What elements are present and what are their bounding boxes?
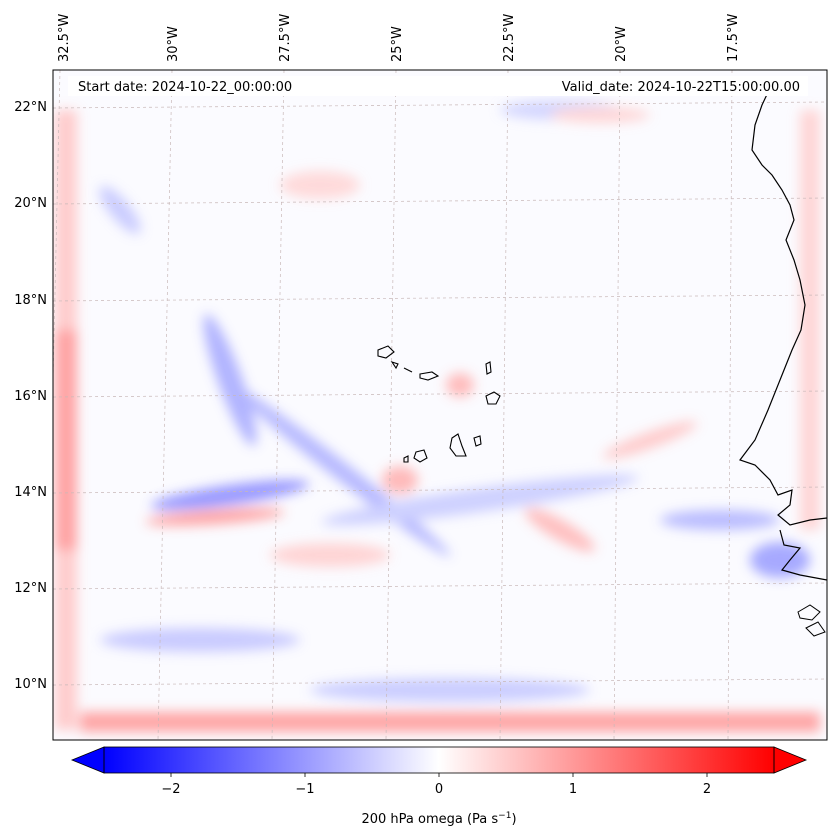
cbar-label-minus2: −2 [161,782,180,797]
south-boundary-red-band [80,712,820,732]
brava-island [403,455,409,463]
blue-streak [99,186,141,234]
maio-island [473,435,482,447]
santo-antao-island [377,345,395,359]
red-streak [446,373,474,397]
blue-streak [660,510,780,530]
colorbar-gradient [104,747,774,773]
colorbar-title-close: ) [511,812,516,827]
graticule [53,70,827,740]
red-streak [602,421,698,459]
colorbar: −2 −1 0 1 2 200 hPa omega (Pa s−1) [70,746,808,827]
santa-luzia-island [403,367,413,373]
omega-field [55,100,820,732]
lat-label-10n: 10°N [14,677,47,692]
meridian-20w [613,70,621,740]
lon-label-22-5w: 22.5°W [502,14,517,62]
colorbar-title-main: 200 hPa omega (Pa s [361,812,498,827]
east-boundary-red-band [800,110,820,530]
africa-coastline [739,87,827,526]
lon-label-17-5w: 17.5°W [726,14,741,62]
blue-streak [310,678,590,702]
blue-streak [203,314,257,446]
sao-nicolau-island [419,371,440,381]
sal-island [485,361,492,375]
red-streak [525,508,595,552]
meridian-25w [385,70,397,740]
longitude-labels: 32.5°W 30°W 27.5°W 25°W 22.5°W 20°W 17.5… [57,14,741,62]
cbar-label-0: 0 [435,782,443,797]
cbar-label-2: 2 [703,782,711,797]
colorbar-high-extend-arrow [773,746,808,774]
cbar-label-minus1: −1 [295,782,314,797]
meridian-22-5w [499,70,509,740]
lon-label-32-5w: 32.5°W [57,14,72,62]
blue-streak [750,542,810,578]
colorbar-ticks [170,773,708,777]
start-date-label: Start date: 2024-10-22_00:00:00 [78,80,292,95]
sao-vicente-island [390,360,399,370]
latitude-labels: 22°N 20°N 18°N 16°N 14°N 12°N 10°N [14,100,47,692]
meridian-30w [157,70,173,740]
cape-verde-islands [377,345,501,463]
blue-streak [321,474,639,526]
lat-label-16n: 16°N [14,389,47,404]
blue-streak [150,480,310,510]
red-streak [145,508,285,526]
red-streak [382,466,418,494]
bijagos-islands [797,604,826,637]
red-streak [270,543,390,567]
lat-label-20n: 20°N [14,196,47,211]
lon-label-25w: 25°W [390,26,405,62]
lat-label-22n: 22°N [14,100,47,115]
meridian-27-5w [271,70,285,740]
red-streak [550,107,650,123]
colorbar-title-exponent: −1 [498,811,511,821]
fogo-island [413,449,428,463]
red-streak [280,171,360,199]
lat-label-18n: 18°N [14,293,47,308]
map-frame [52,69,828,741]
valid-date-label: Valid_date: 2024-10-22T15:00:00.00 [562,80,800,95]
lat-label-12n: 12°N [14,581,47,596]
colorbar-title: 200 hPa omega (Pa s−1) [361,811,516,827]
lon-label-30w: 30°W [166,26,181,62]
santiago-island [449,433,467,457]
lon-label-20w: 20°W [614,26,629,62]
boa-vista-island [485,391,501,405]
meridian-17-5w [727,70,733,740]
blue-streak [100,628,300,652]
colorbar-low-extend-arrow [70,746,105,774]
west-boundary-strong-band [55,330,77,550]
cbar-label-1: 1 [569,782,577,797]
date-info-box [68,76,808,96]
guinea-bissau-coastline [779,529,827,581]
lon-label-27-5w: 27.5°W [278,14,293,62]
lat-label-14n: 14°N [14,485,47,500]
